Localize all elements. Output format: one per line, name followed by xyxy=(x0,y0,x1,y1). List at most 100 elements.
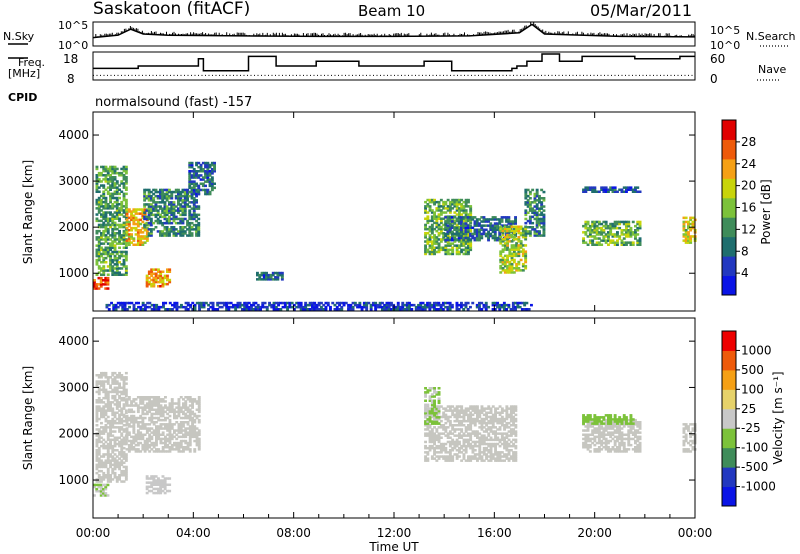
heatmap-cell xyxy=(464,246,468,249)
heatmap-cell xyxy=(139,406,143,409)
heatmap-cell xyxy=(109,424,112,427)
heatmap-cell xyxy=(458,411,461,414)
heatmap-cell xyxy=(297,301,301,305)
heatmap-cell xyxy=(582,443,585,447)
heatmap-cell xyxy=(256,308,260,311)
heatmap-cell xyxy=(593,443,597,447)
heatmap-cell xyxy=(102,256,106,260)
heatmap-cell xyxy=(106,432,110,435)
heatmap-cell xyxy=(256,305,260,309)
heatmap-cell xyxy=(120,238,124,241)
heatmap-cell xyxy=(191,423,194,426)
heatmap-cell xyxy=(428,434,432,437)
heatmap-cell xyxy=(437,248,441,252)
heatmap-cell xyxy=(104,413,108,417)
heatmap-cell xyxy=(170,201,174,204)
heatmap-cell xyxy=(149,203,153,206)
heatmap-cell xyxy=(207,303,210,307)
heatmap-cell xyxy=(480,220,484,223)
heatmap-cell xyxy=(464,240,468,243)
heatmap-cell xyxy=(113,430,117,433)
heatmap-cell xyxy=(631,243,635,246)
heatmap-cell xyxy=(102,283,105,286)
heatmap-cell xyxy=(616,190,619,193)
heatmap-cell xyxy=(120,374,124,377)
heatmap-cell xyxy=(155,437,158,441)
heatmap-cell xyxy=(193,421,197,424)
heatmap-cell xyxy=(106,190,110,193)
heatmap-cell xyxy=(104,411,108,414)
heatmap-cell xyxy=(618,235,622,238)
heatmap-cell xyxy=(154,203,158,206)
heatmap-cell xyxy=(593,427,597,430)
heatmap-cell xyxy=(538,194,541,198)
heatmap-cell xyxy=(125,231,129,234)
heatmap-cell xyxy=(274,271,277,275)
heatmap-cell xyxy=(442,211,446,214)
heatmap-cell xyxy=(625,235,628,238)
heatmap-cell xyxy=(110,301,113,305)
heatmap-cell xyxy=(168,437,172,441)
heatmap-cell xyxy=(460,405,464,408)
heatmap-cell xyxy=(113,248,117,252)
heatmap-cell xyxy=(426,420,430,423)
heatmap-cell xyxy=(145,437,149,441)
heatmap-cell xyxy=(484,234,488,238)
heatmap-cell xyxy=(528,207,532,210)
heatmap-cell xyxy=(156,219,160,223)
heatmap-cell xyxy=(159,201,162,204)
heatmap-cell xyxy=(124,457,128,460)
heatmap-cell xyxy=(115,200,119,204)
heatmap-cell xyxy=(95,409,99,412)
heatmap-cell xyxy=(97,223,101,227)
heatmap-cell xyxy=(113,267,117,270)
heatmap-cell xyxy=(136,448,140,451)
heatmap-cell xyxy=(482,449,486,452)
heatmap-cell xyxy=(141,210,145,213)
heatmap-cell xyxy=(118,426,121,429)
heatmap-cell xyxy=(97,180,101,183)
heatmap-cell xyxy=(460,232,464,235)
heatmap-cell xyxy=(97,386,101,389)
heatmap-cell xyxy=(168,221,171,225)
heatmap-cell xyxy=(489,421,493,425)
heatmap-cell xyxy=(265,305,269,309)
heatmap-cell xyxy=(183,207,187,210)
heatmap-cell xyxy=(145,475,149,478)
heatmap-cell xyxy=(467,407,470,410)
heatmap-cell xyxy=(535,221,539,225)
heatmap-cell xyxy=(476,405,479,408)
heatmap-cell xyxy=(524,213,528,217)
heatmap-cell xyxy=(170,194,174,198)
heatmap-cell xyxy=(476,413,479,417)
heatmap-cell xyxy=(433,236,436,239)
heatmap-cell xyxy=(192,223,196,227)
heatmap-cell xyxy=(132,303,136,307)
heatmap-cell xyxy=(500,432,504,435)
heatmap-cell xyxy=(202,301,206,305)
heatmap-cell xyxy=(487,220,490,223)
heatmap-cell xyxy=(501,256,505,260)
heatmap-cell xyxy=(181,228,185,231)
heatmap-cell xyxy=(480,224,484,227)
heatmap-cell xyxy=(204,301,208,305)
heatmap-cell xyxy=(145,188,149,192)
heatmap-cell xyxy=(145,441,149,445)
heatmap-cell xyxy=(95,236,99,239)
heatmap-cell xyxy=(514,451,518,454)
heatmap-cell xyxy=(186,423,190,426)
heatmap-cell xyxy=(127,235,131,238)
heatmap-cell xyxy=(210,182,214,185)
heatmap-cell xyxy=(506,248,509,251)
heatmap-cell xyxy=(141,216,145,220)
heatmap-cell xyxy=(340,305,344,309)
heatmap-cell xyxy=(145,223,149,227)
heatmap-cell xyxy=(480,407,484,410)
heatmap-cell xyxy=(154,213,158,217)
heatmap-cell xyxy=(509,308,513,311)
heatmap-cell xyxy=(141,220,145,224)
heatmap-cell xyxy=(106,219,110,223)
heatmap-cell xyxy=(437,417,441,421)
heatmap-cell xyxy=(510,256,514,260)
heatmap-cell xyxy=(195,408,199,411)
